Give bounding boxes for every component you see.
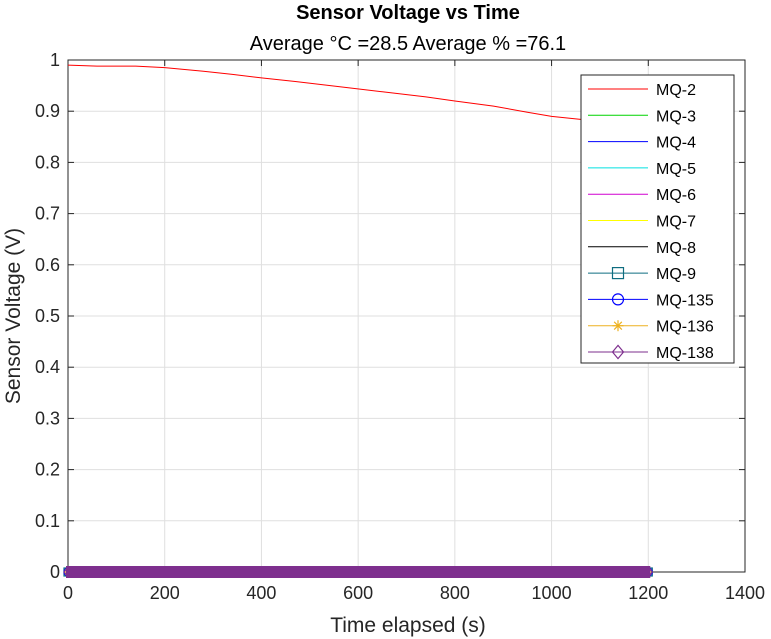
y-tick-label: 0.5 <box>35 306 60 326</box>
legend-item-mq-4: MQ-4 <box>588 135 696 152</box>
y-tick-label: 0.7 <box>35 204 60 224</box>
y-tick-label: 0.6 <box>35 255 60 275</box>
chart-title: Sensor Voltage vs Time <box>296 2 520 24</box>
legend-label-mq-6: MQ-6 <box>656 187 696 204</box>
series-line-mq-2 <box>67 64 649 127</box>
legend-label-mq-8: MQ-8 <box>656 240 696 257</box>
legend-item-mq-9: MQ-9 <box>588 266 696 283</box>
legend-box <box>580 74 735 364</box>
y-tick-label: 0.9 <box>35 101 60 121</box>
grid-lines <box>68 60 745 572</box>
legend-item-mq-2: MQ-2 <box>588 82 696 99</box>
legend-item-mq-3: MQ-3 <box>588 108 696 125</box>
asterisk-stroke <box>613 321 623 330</box>
legend-item-mq-7: MQ-7 <box>588 214 696 231</box>
legend-item-mq-138: MQ-138 <box>588 344 714 362</box>
legend-label-mq-138: MQ-138 <box>656 345 714 362</box>
y-axis-ticks: 0 0.1 0.2 0.3 0.4 0.5 0.6 0.7 0.8 0.9 1 <box>35 50 745 582</box>
legend-marker-mq-138 <box>611 344 625 360</box>
x-axis-ticks: 0 200 400 600 800 1000 1200 1400 <box>63 60 765 603</box>
y-tick-label: 0.4 <box>35 357 60 377</box>
legend-marker-mq-136 <box>612 320 624 332</box>
series-mq-2 <box>67 64 649 127</box>
legend-item-mq-6: MQ-6 <box>588 187 696 204</box>
x-tick-label: 0 <box>63 583 73 603</box>
chart-subtitle: Average °C =28.5 Average % =76.1 <box>250 33 566 55</box>
legend-label-mq-3: MQ-3 <box>656 108 696 125</box>
legend-item-mq-136: MQ-136 <box>588 319 714 336</box>
legend-item-mq-5: MQ-5 <box>588 161 696 178</box>
x-tick-label: 800 <box>440 583 470 603</box>
y-tick-label: 0.3 <box>35 408 60 428</box>
y-tick-label: 0.2 <box>35 460 60 480</box>
y-tick-label: 0.8 <box>35 152 60 172</box>
legend-label-mq-5: MQ-5 <box>656 161 696 178</box>
x-tick-label: 1400 <box>725 583 765 603</box>
legend-item-mq-135: MQ-135 <box>588 292 714 309</box>
legend-item-mq-8: MQ-8 <box>588 240 696 257</box>
legend-label-mq-4: MQ-4 <box>656 135 696 152</box>
y-tick-label: 1 <box>50 50 60 70</box>
legend-label-mq-9: MQ-9 <box>656 266 696 283</box>
legend-label-mq-135: MQ-135 <box>656 292 714 309</box>
x-tick-label: 1000 <box>532 583 572 603</box>
x-tick-label: 1200 <box>628 583 668 603</box>
x-tick-label: 400 <box>246 583 276 603</box>
legend-label-mq-7: MQ-7 <box>656 214 696 231</box>
legend-label-mq-136: MQ-136 <box>656 319 714 336</box>
legend-marker-mq-135 <box>611 293 625 306</box>
legend-label-mq-2: MQ-2 <box>656 82 696 99</box>
series-band-mq-138 <box>66 566 651 578</box>
x-tick-label: 200 <box>150 583 180 603</box>
x-tick-label: 600 <box>343 583 373 603</box>
y-tick-label: 0 <box>50 562 60 582</box>
series-layer <box>63 64 654 578</box>
y-tick-label: 0.1 <box>35 511 60 531</box>
legend-marker-mq-9 <box>611 267 625 280</box>
legend: MQ-2 MQ-3 MQ-4 MQ-5 MQ-6 MQ-7 MQ-8 MQ-9 MQ-135 MQ… <box>580 74 735 364</box>
y-axis-label: Sensor Voltage (V) <box>2 228 25 404</box>
x-axis-label: Time elapsed (s) <box>330 614 486 637</box>
